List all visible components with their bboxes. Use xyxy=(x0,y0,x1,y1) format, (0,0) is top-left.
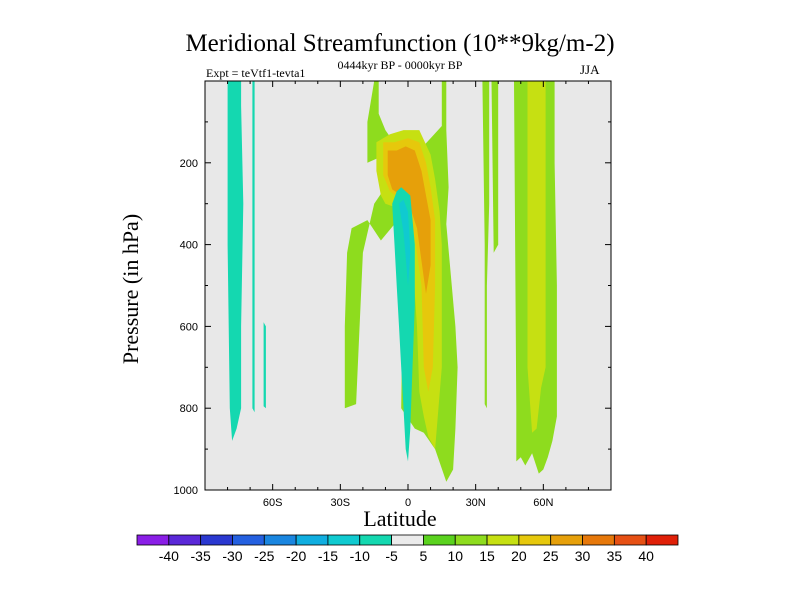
colorbar-swatch xyxy=(454,534,488,546)
colorbar-label: 30 xyxy=(575,548,591,564)
colorbar-label: -25 xyxy=(254,548,274,564)
x-tick-label: 60N xyxy=(533,497,553,509)
colorbar-label: -30 xyxy=(222,548,242,564)
colorbar-label: -10 xyxy=(350,548,370,564)
colorbar-label: 15 xyxy=(479,548,495,564)
x-axis-label: Latitude xyxy=(363,506,437,531)
colorbar-label: 40 xyxy=(638,548,654,564)
colorbar-swatch xyxy=(391,534,424,546)
x-tick-label: 60S xyxy=(263,497,283,509)
colorbar-label: 35 xyxy=(607,548,623,564)
experiment-label: Expt = teVtf1-tevta1 xyxy=(206,66,306,80)
contour-region xyxy=(527,81,546,433)
colorbar-label: -20 xyxy=(286,548,306,564)
colorbar-label: -15 xyxy=(318,548,338,564)
colorbar-label: 5 xyxy=(420,548,428,564)
colorbar-swatch xyxy=(582,534,615,546)
colorbar-swatch xyxy=(518,534,552,546)
contour-regions xyxy=(227,81,557,482)
x-tick-label: 0 xyxy=(405,497,411,509)
colorbar-swatch xyxy=(200,534,233,546)
y-tick-label: 600 xyxy=(180,321,198,333)
colorbar-swatch xyxy=(645,534,679,546)
colorbar-label: -35 xyxy=(191,548,211,564)
contour-region xyxy=(263,322,266,409)
contour-region xyxy=(387,146,431,294)
colorbar-swatch xyxy=(486,534,520,546)
y-tick-label: 800 xyxy=(180,403,198,415)
colorbar-label: 10 xyxy=(447,548,463,564)
season-label: JJA xyxy=(580,62,600,77)
x-tick-label: 30N xyxy=(466,497,486,509)
x-tick-label: 30S xyxy=(331,497,351,509)
contour-region xyxy=(491,81,499,253)
colorbar-swatch xyxy=(232,534,265,546)
colorbar-swatch xyxy=(168,534,202,546)
colorbar-swatch xyxy=(136,534,170,546)
colorbar-swatch xyxy=(550,534,583,546)
y-axis: 200 400 600 800 1000 xyxy=(174,121,611,497)
colorbar-swatch xyxy=(613,534,647,546)
colorbar-swatch xyxy=(263,534,297,546)
x-axis: 60S 30S 0 30N 60N xyxy=(227,81,589,509)
colorbar-label: -40 xyxy=(159,548,179,564)
y-tick-label: 400 xyxy=(180,240,198,252)
colorbar-swatch xyxy=(327,534,361,546)
contour-region xyxy=(399,199,411,286)
colorbar: -40 -35 -30 -25 -20 -15 -10 -5 5 10 15 20 25 30 35 40 xyxy=(136,534,679,564)
y-tick-label: 200 xyxy=(180,158,198,170)
chart-title: Meridional Streamfunction (10**9kg/m-2) xyxy=(185,30,615,57)
contour-region xyxy=(482,81,490,409)
colorbar-swatch xyxy=(359,534,392,546)
colorbar-swatch xyxy=(295,534,329,546)
contour-region xyxy=(227,81,244,441)
colorbar-label: -5 xyxy=(385,548,398,564)
colorbar-swatch xyxy=(423,534,456,546)
y-tick-label: 1000 xyxy=(174,485,198,497)
contour-region xyxy=(252,81,255,413)
colorbar-label: 20 xyxy=(511,548,527,564)
colorbar-label: 25 xyxy=(543,548,559,564)
period-label: 0444kyr BP - 0000kyr BP xyxy=(337,58,463,72)
